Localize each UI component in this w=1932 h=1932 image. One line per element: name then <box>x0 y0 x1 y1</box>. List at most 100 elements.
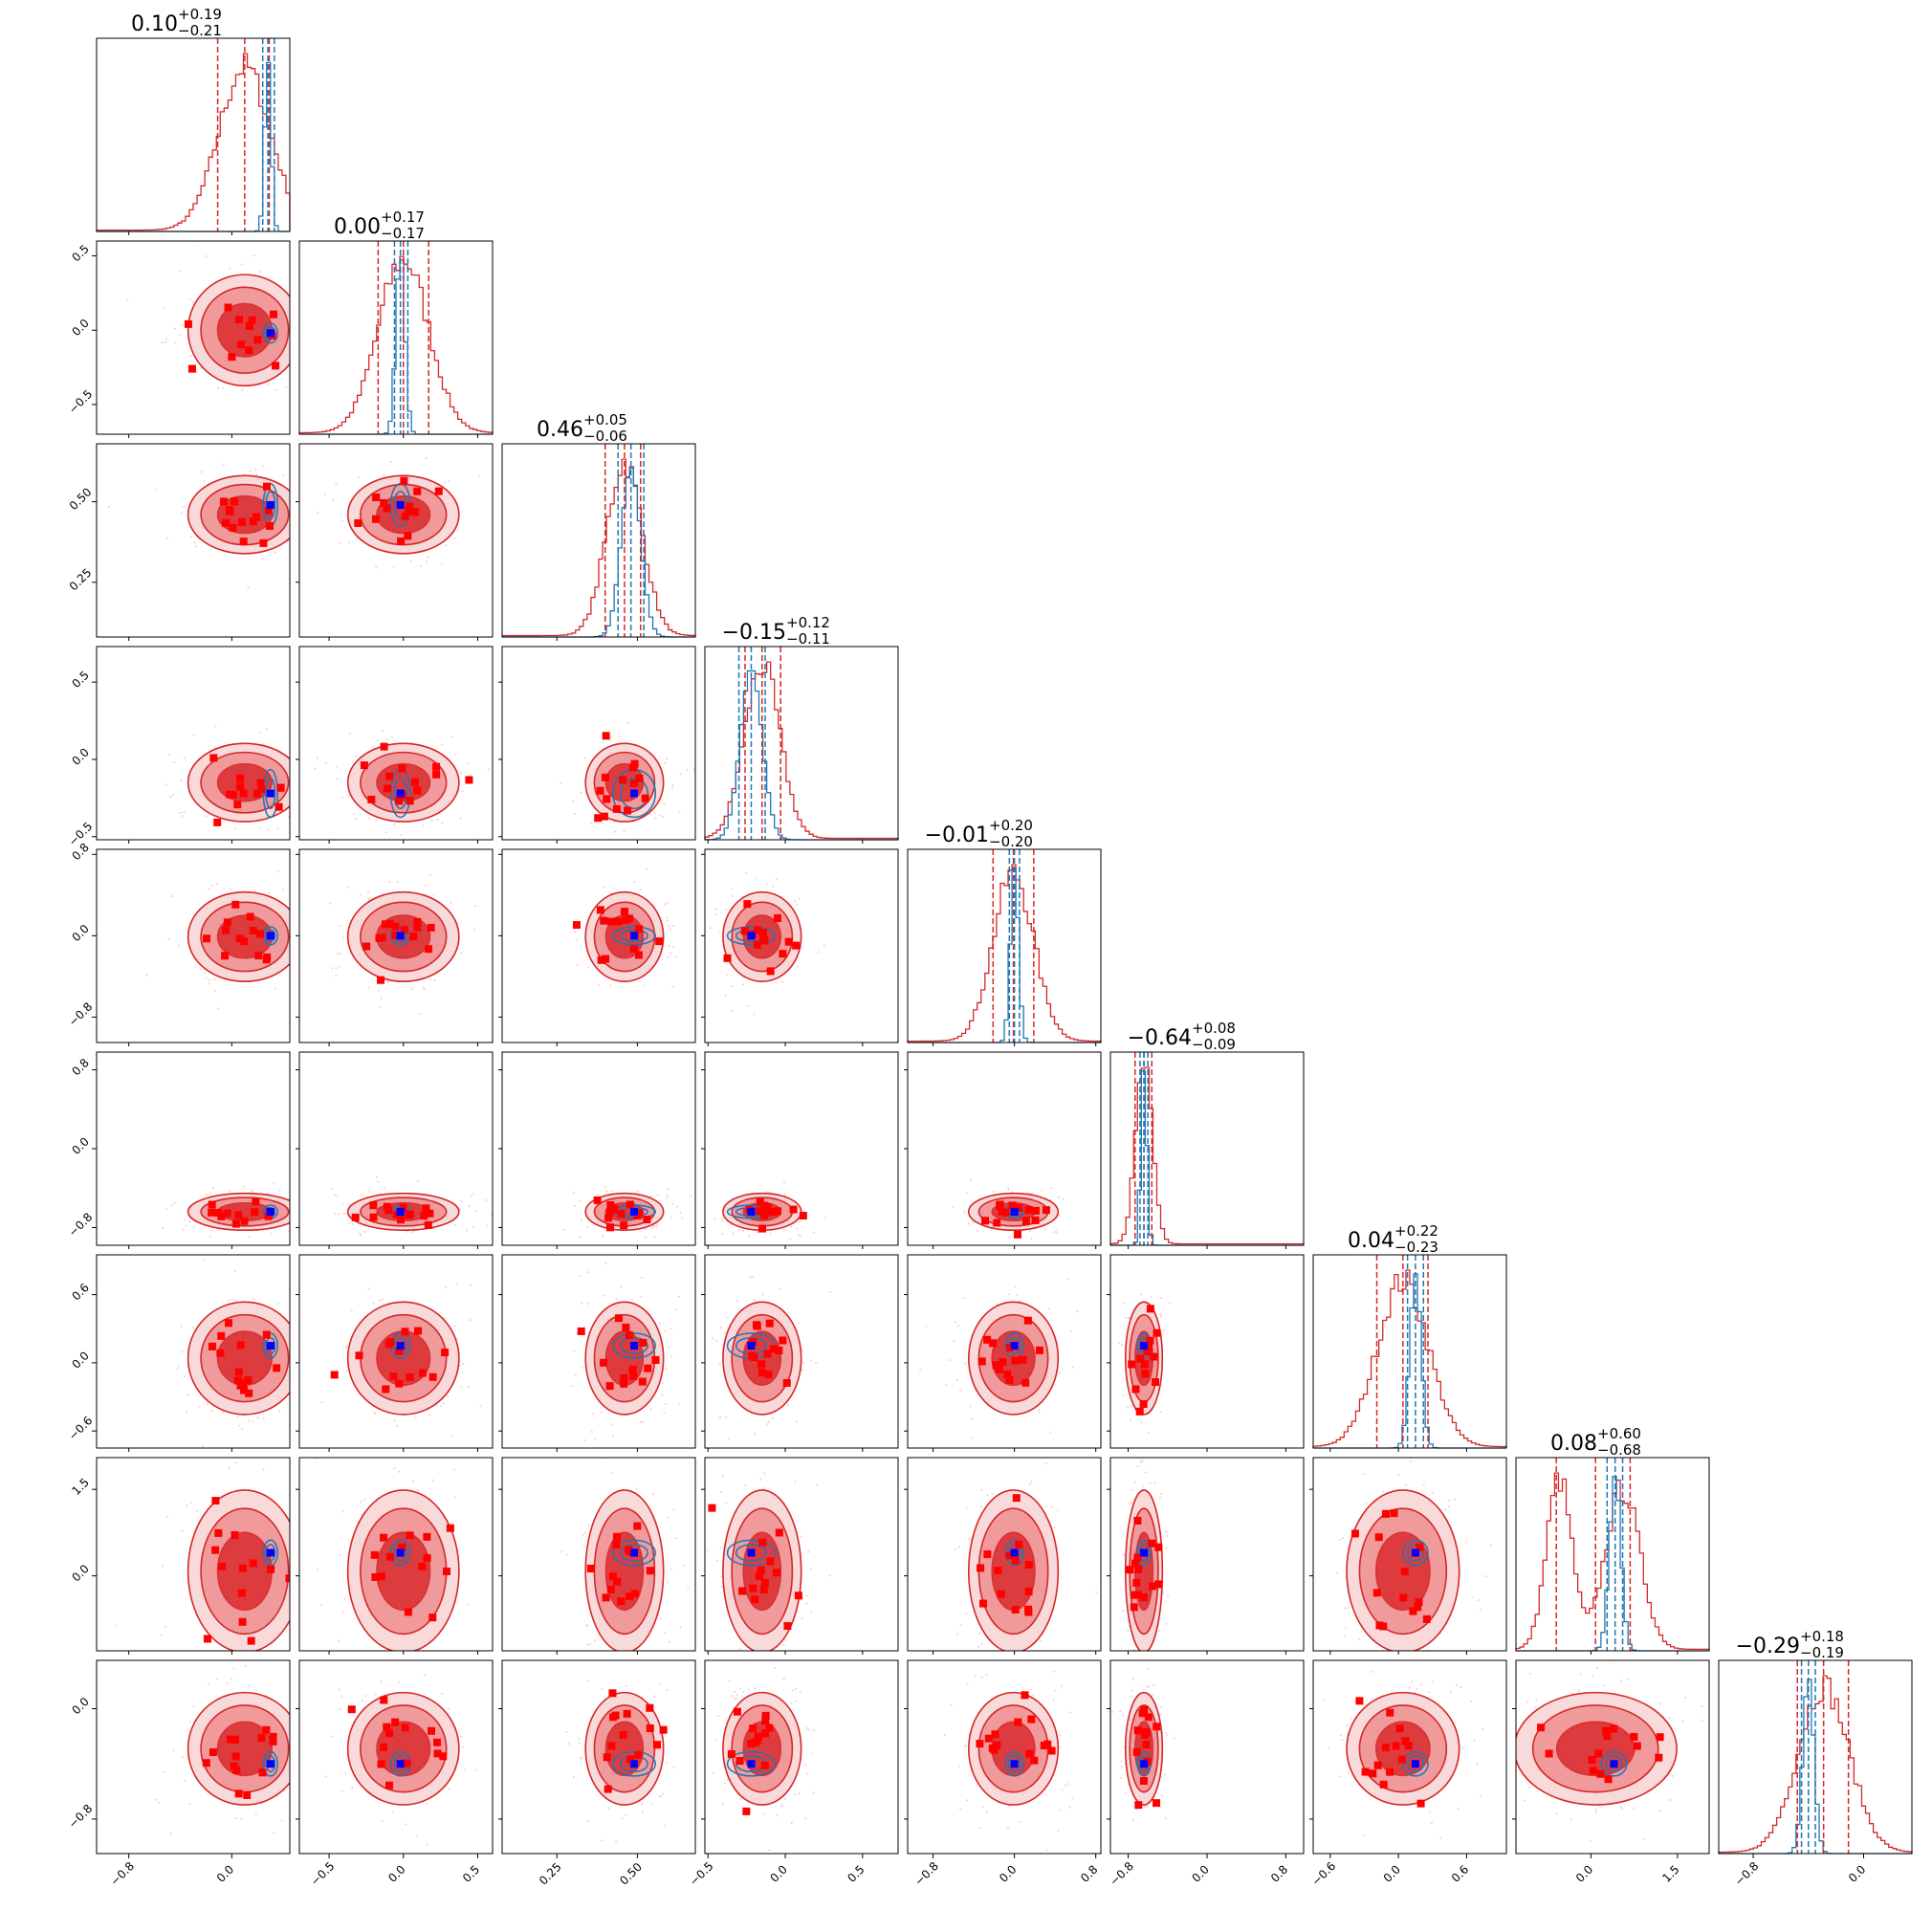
scatter-panel-8-2 <box>298 1457 494 1656</box>
sample-point <box>812 1231 815 1234</box>
sample-point <box>345 1346 348 1349</box>
sample-point <box>416 1489 419 1492</box>
sample-marker <box>577 1327 585 1335</box>
sample-point <box>829 1291 832 1294</box>
sample-point <box>828 1574 831 1577</box>
sample-point <box>338 1213 340 1216</box>
sample-point <box>1053 1231 1056 1234</box>
sample-marker <box>225 506 233 515</box>
sample-point <box>741 983 744 986</box>
sample-point <box>571 800 574 802</box>
panel-title-minus: −0.17 <box>381 225 425 242</box>
sample-point <box>659 1617 662 1620</box>
sample-point <box>186 1504 188 1507</box>
sample-marker <box>1012 1494 1021 1503</box>
sample-point <box>366 1654 368 1656</box>
sample-marker <box>383 504 391 513</box>
sample-marker <box>235 316 244 324</box>
sample-marker <box>989 1339 998 1348</box>
sample-point <box>959 1389 962 1392</box>
sample-marker <box>418 1562 427 1570</box>
sample-marker <box>434 487 443 495</box>
sample-point <box>656 1194 659 1197</box>
sample-point <box>429 977 432 980</box>
panel-content <box>502 849 695 1043</box>
sample-point <box>604 1262 606 1264</box>
panel-title-value: 0.04 <box>1348 1229 1394 1253</box>
sample-point <box>477 474 480 477</box>
truth-marker <box>1411 1548 1419 1557</box>
sample-point <box>276 827 279 830</box>
truth-marker <box>1010 1548 1019 1557</box>
sample-point <box>671 946 674 949</box>
sample-point <box>751 1276 754 1279</box>
sample-marker <box>1414 1603 1422 1612</box>
sample-point <box>442 1402 445 1405</box>
sample-point <box>649 1408 652 1411</box>
sample-point <box>184 757 187 759</box>
truth-marker <box>266 932 274 940</box>
sample-point <box>167 753 170 756</box>
sample-point <box>234 1300 237 1303</box>
sample-point <box>469 1319 472 1322</box>
sample-point <box>775 878 778 881</box>
sample-point <box>667 955 670 958</box>
sample-point <box>753 1299 756 1302</box>
sample-marker <box>757 1566 765 1574</box>
sample-marker <box>395 1347 404 1355</box>
sample-point <box>344 1370 347 1372</box>
panel-content <box>97 1255 296 1448</box>
sample-marker <box>258 1768 267 1777</box>
sample-marker <box>1024 1605 1033 1614</box>
sample-point <box>750 1450 752 1452</box>
sample-point <box>276 1303 279 1306</box>
sample-point <box>796 1420 799 1423</box>
sample-point <box>781 980 784 983</box>
sample-point <box>667 1346 670 1349</box>
sample-marker <box>1005 1551 1014 1560</box>
sample-point <box>195 1509 198 1512</box>
sample-point <box>1050 1187 1053 1190</box>
sample-point <box>726 1316 729 1319</box>
sample-point <box>692 768 695 771</box>
sample-point <box>797 1322 800 1325</box>
sample-point <box>801 1361 804 1364</box>
panel-frame <box>907 1457 1102 1652</box>
sample-point <box>797 1611 800 1614</box>
sample-point <box>241 1428 244 1431</box>
sample-marker <box>992 1361 1000 1370</box>
sample-point <box>614 830 617 833</box>
sample-marker <box>397 1216 406 1224</box>
sample-marker <box>779 950 787 958</box>
sample-marker <box>1021 1378 1030 1387</box>
panel-content <box>299 1660 493 1854</box>
sample-point <box>218 1229 221 1232</box>
sample-point <box>965 1613 968 1615</box>
sample-marker <box>238 1564 247 1572</box>
sample-marker <box>217 1331 226 1340</box>
sample-point <box>810 1611 813 1614</box>
sample-point <box>170 1204 173 1207</box>
sample-point <box>1122 1610 1125 1613</box>
sample-point <box>1169 1302 1172 1305</box>
histogram-panel-2: 0.00 +0.17−0.17 <box>298 209 494 435</box>
sample-point <box>294 1359 296 1361</box>
sample-point <box>666 919 669 922</box>
sample-point <box>393 1467 396 1470</box>
sample-marker <box>208 1342 216 1350</box>
sample-point <box>664 762 667 765</box>
sample-point <box>1128 1503 1131 1505</box>
sample-marker <box>395 797 404 805</box>
sample-point <box>980 1505 983 1508</box>
sample-point <box>192 1326 195 1328</box>
panel-title-minus: −0.20 <box>989 833 1033 850</box>
sample-point <box>1165 1547 1168 1549</box>
sample-marker <box>234 1211 243 1219</box>
sample-marker <box>377 976 385 984</box>
sample-point <box>389 461 392 464</box>
sample-marker <box>443 1567 451 1575</box>
sample-point <box>347 1221 350 1224</box>
sample-point <box>633 881 636 884</box>
sample-point <box>351 1222 354 1225</box>
